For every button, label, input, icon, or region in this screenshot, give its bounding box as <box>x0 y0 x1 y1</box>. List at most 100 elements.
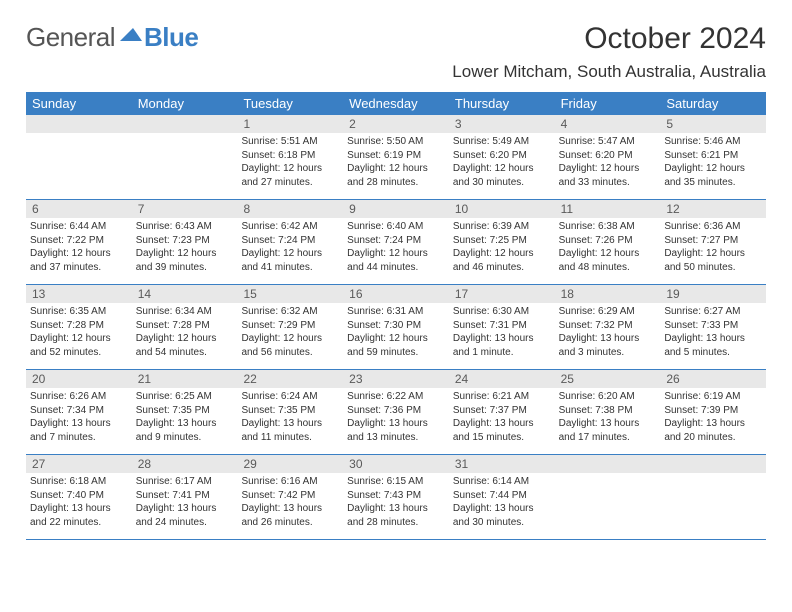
day-body: Sunrise: 6:17 AMSunset: 7:41 PMDaylight:… <box>132 473 238 533</box>
daylight-line-1: Daylight: 13 hours <box>453 332 551 346</box>
day-body: Sunrise: 6:34 AMSunset: 7:28 PMDaylight:… <box>132 303 238 363</box>
sunrise-line: Sunrise: 6:44 AM <box>30 220 128 234</box>
day-number: 9 <box>343 200 449 218</box>
day-number: 12 <box>660 200 766 218</box>
sunrise-line: Sunrise: 5:47 AM <box>559 135 657 149</box>
daylight-line-1: Daylight: 12 hours <box>559 162 657 176</box>
day-number: 13 <box>26 285 132 303</box>
sunset-line: Sunset: 7:22 PM <box>30 234 128 248</box>
day-number: 17 <box>449 285 555 303</box>
day-number: 14 <box>132 285 238 303</box>
sunrise-line: Sunrise: 6:21 AM <box>453 390 551 404</box>
daylight-line-2: and 24 minutes. <box>136 516 234 530</box>
daylight-line-2: and 1 minute. <box>453 346 551 360</box>
day-body: Sunrise: 6:35 AMSunset: 7:28 PMDaylight:… <box>26 303 132 363</box>
weekday-header: Sunday <box>26 92 132 115</box>
sunrise-line: Sunrise: 6:14 AM <box>453 475 551 489</box>
day-cell: 29Sunrise: 6:16 AMSunset: 7:42 PMDayligh… <box>237 455 343 539</box>
day-body: Sunrise: 6:14 AMSunset: 7:44 PMDaylight:… <box>449 473 555 533</box>
day-body: Sunrise: 5:47 AMSunset: 6:20 PMDaylight:… <box>555 133 661 193</box>
daylight-line-1: Daylight: 12 hours <box>453 162 551 176</box>
day-cell: 3Sunrise: 5:49 AMSunset: 6:20 PMDaylight… <box>449 115 555 199</box>
day-number: 1 <box>237 115 343 133</box>
daylight-line-1: Daylight: 13 hours <box>241 417 339 431</box>
sunrise-line: Sunrise: 6:34 AM <box>136 305 234 319</box>
day-body: Sunrise: 5:46 AMSunset: 6:21 PMDaylight:… <box>660 133 766 193</box>
sunset-line: Sunset: 6:20 PM <box>559 149 657 163</box>
sunset-line: Sunset: 7:33 PM <box>664 319 762 333</box>
daylight-line-1: Daylight: 12 hours <box>664 247 762 261</box>
sunrise-line: Sunrise: 6:40 AM <box>347 220 445 234</box>
day-body: Sunrise: 6:20 AMSunset: 7:38 PMDaylight:… <box>555 388 661 448</box>
sunset-line: Sunset: 7:44 PM <box>453 489 551 503</box>
daylight-line-2: and 33 minutes. <box>559 176 657 190</box>
daylight-line-1: Daylight: 12 hours <box>559 247 657 261</box>
sunrise-line: Sunrise: 6:22 AM <box>347 390 445 404</box>
page-header: General Blue October 2024 Lower Mitcham,… <box>26 22 766 88</box>
daylight-line-2: and 22 minutes. <box>30 516 128 530</box>
day-cell: 6Sunrise: 6:44 AMSunset: 7:22 PMDaylight… <box>26 200 132 284</box>
sunrise-line: Sunrise: 6:27 AM <box>664 305 762 319</box>
empty-day-number-bar <box>555 455 661 473</box>
sunset-line: Sunset: 7:35 PM <box>241 404 339 418</box>
sunset-line: Sunset: 7:36 PM <box>347 404 445 418</box>
day-number: 25 <box>555 370 661 388</box>
day-cell: 14Sunrise: 6:34 AMSunset: 7:28 PMDayligh… <box>132 285 238 369</box>
daylight-line-2: and 37 minutes. <box>30 261 128 275</box>
day-body: Sunrise: 6:38 AMSunset: 7:26 PMDaylight:… <box>555 218 661 278</box>
day-body: Sunrise: 6:32 AMSunset: 7:29 PMDaylight:… <box>237 303 343 363</box>
sunset-line: Sunset: 7:34 PM <box>30 404 128 418</box>
day-body: Sunrise: 6:24 AMSunset: 7:35 PMDaylight:… <box>237 388 343 448</box>
daylight-line-2: and 28 minutes. <box>347 516 445 530</box>
weekday-header: Saturday <box>660 92 766 115</box>
empty-day-number-bar <box>132 115 238 133</box>
sunrise-line: Sunrise: 6:25 AM <box>136 390 234 404</box>
day-cell: 22Sunrise: 6:24 AMSunset: 7:35 PMDayligh… <box>237 370 343 454</box>
sunrise-line: Sunrise: 6:16 AM <box>241 475 339 489</box>
day-cell: 19Sunrise: 6:27 AMSunset: 7:33 PMDayligh… <box>660 285 766 369</box>
day-cell: 12Sunrise: 6:36 AMSunset: 7:27 PMDayligh… <box>660 200 766 284</box>
daylight-line-1: Daylight: 12 hours <box>136 332 234 346</box>
empty-day-cell <box>132 115 238 199</box>
logo-triangle-icon <box>120 26 142 49</box>
day-body: Sunrise: 6:22 AMSunset: 7:36 PMDaylight:… <box>343 388 449 448</box>
sunrise-line: Sunrise: 6:43 AM <box>136 220 234 234</box>
day-number: 31 <box>449 455 555 473</box>
day-number: 15 <box>237 285 343 303</box>
day-body: Sunrise: 5:51 AMSunset: 6:18 PMDaylight:… <box>237 133 343 193</box>
day-number: 11 <box>555 200 661 218</box>
day-number: 3 <box>449 115 555 133</box>
day-cell: 1Sunrise: 5:51 AMSunset: 6:18 PMDaylight… <box>237 115 343 199</box>
sunset-line: Sunset: 7:29 PM <box>241 319 339 333</box>
day-number: 18 <box>555 285 661 303</box>
daylight-line-1: Daylight: 13 hours <box>136 502 234 516</box>
day-cell: 28Sunrise: 6:17 AMSunset: 7:41 PMDayligh… <box>132 455 238 539</box>
sunrise-line: Sunrise: 6:38 AM <box>559 220 657 234</box>
daylight-line-1: Daylight: 13 hours <box>347 502 445 516</box>
daylight-line-1: Daylight: 12 hours <box>347 247 445 261</box>
daylight-line-1: Daylight: 13 hours <box>453 502 551 516</box>
day-cell: 21Sunrise: 6:25 AMSunset: 7:35 PMDayligh… <box>132 370 238 454</box>
day-number: 10 <box>449 200 555 218</box>
sunset-line: Sunset: 7:32 PM <box>559 319 657 333</box>
sunset-line: Sunset: 7:42 PM <box>241 489 339 503</box>
location-text: Lower Mitcham, South Australia, Australi… <box>452 62 766 82</box>
daylight-line-2: and 17 minutes. <box>559 431 657 445</box>
day-cell: 17Sunrise: 6:30 AMSunset: 7:31 PMDayligh… <box>449 285 555 369</box>
day-cell: 9Sunrise: 6:40 AMSunset: 7:24 PMDaylight… <box>343 200 449 284</box>
daylight-line-2: and 3 minutes. <box>559 346 657 360</box>
day-cell: 13Sunrise: 6:35 AMSunset: 7:28 PMDayligh… <box>26 285 132 369</box>
weekday-header-row: SundayMondayTuesdayWednesdayThursdayFrid… <box>26 92 766 115</box>
daylight-line-1: Daylight: 12 hours <box>453 247 551 261</box>
daylight-line-2: and 13 minutes. <box>347 431 445 445</box>
day-body: Sunrise: 6:21 AMSunset: 7:37 PMDaylight:… <box>449 388 555 448</box>
daylight-line-2: and 15 minutes. <box>453 431 551 445</box>
day-number: 24 <box>449 370 555 388</box>
sunset-line: Sunset: 7:30 PM <box>347 319 445 333</box>
day-number: 6 <box>26 200 132 218</box>
sunset-line: Sunset: 7:25 PM <box>453 234 551 248</box>
sunrise-line: Sunrise: 6:30 AM <box>453 305 551 319</box>
day-number: 27 <box>26 455 132 473</box>
daylight-line-1: Daylight: 12 hours <box>30 332 128 346</box>
sunset-line: Sunset: 7:40 PM <box>30 489 128 503</box>
